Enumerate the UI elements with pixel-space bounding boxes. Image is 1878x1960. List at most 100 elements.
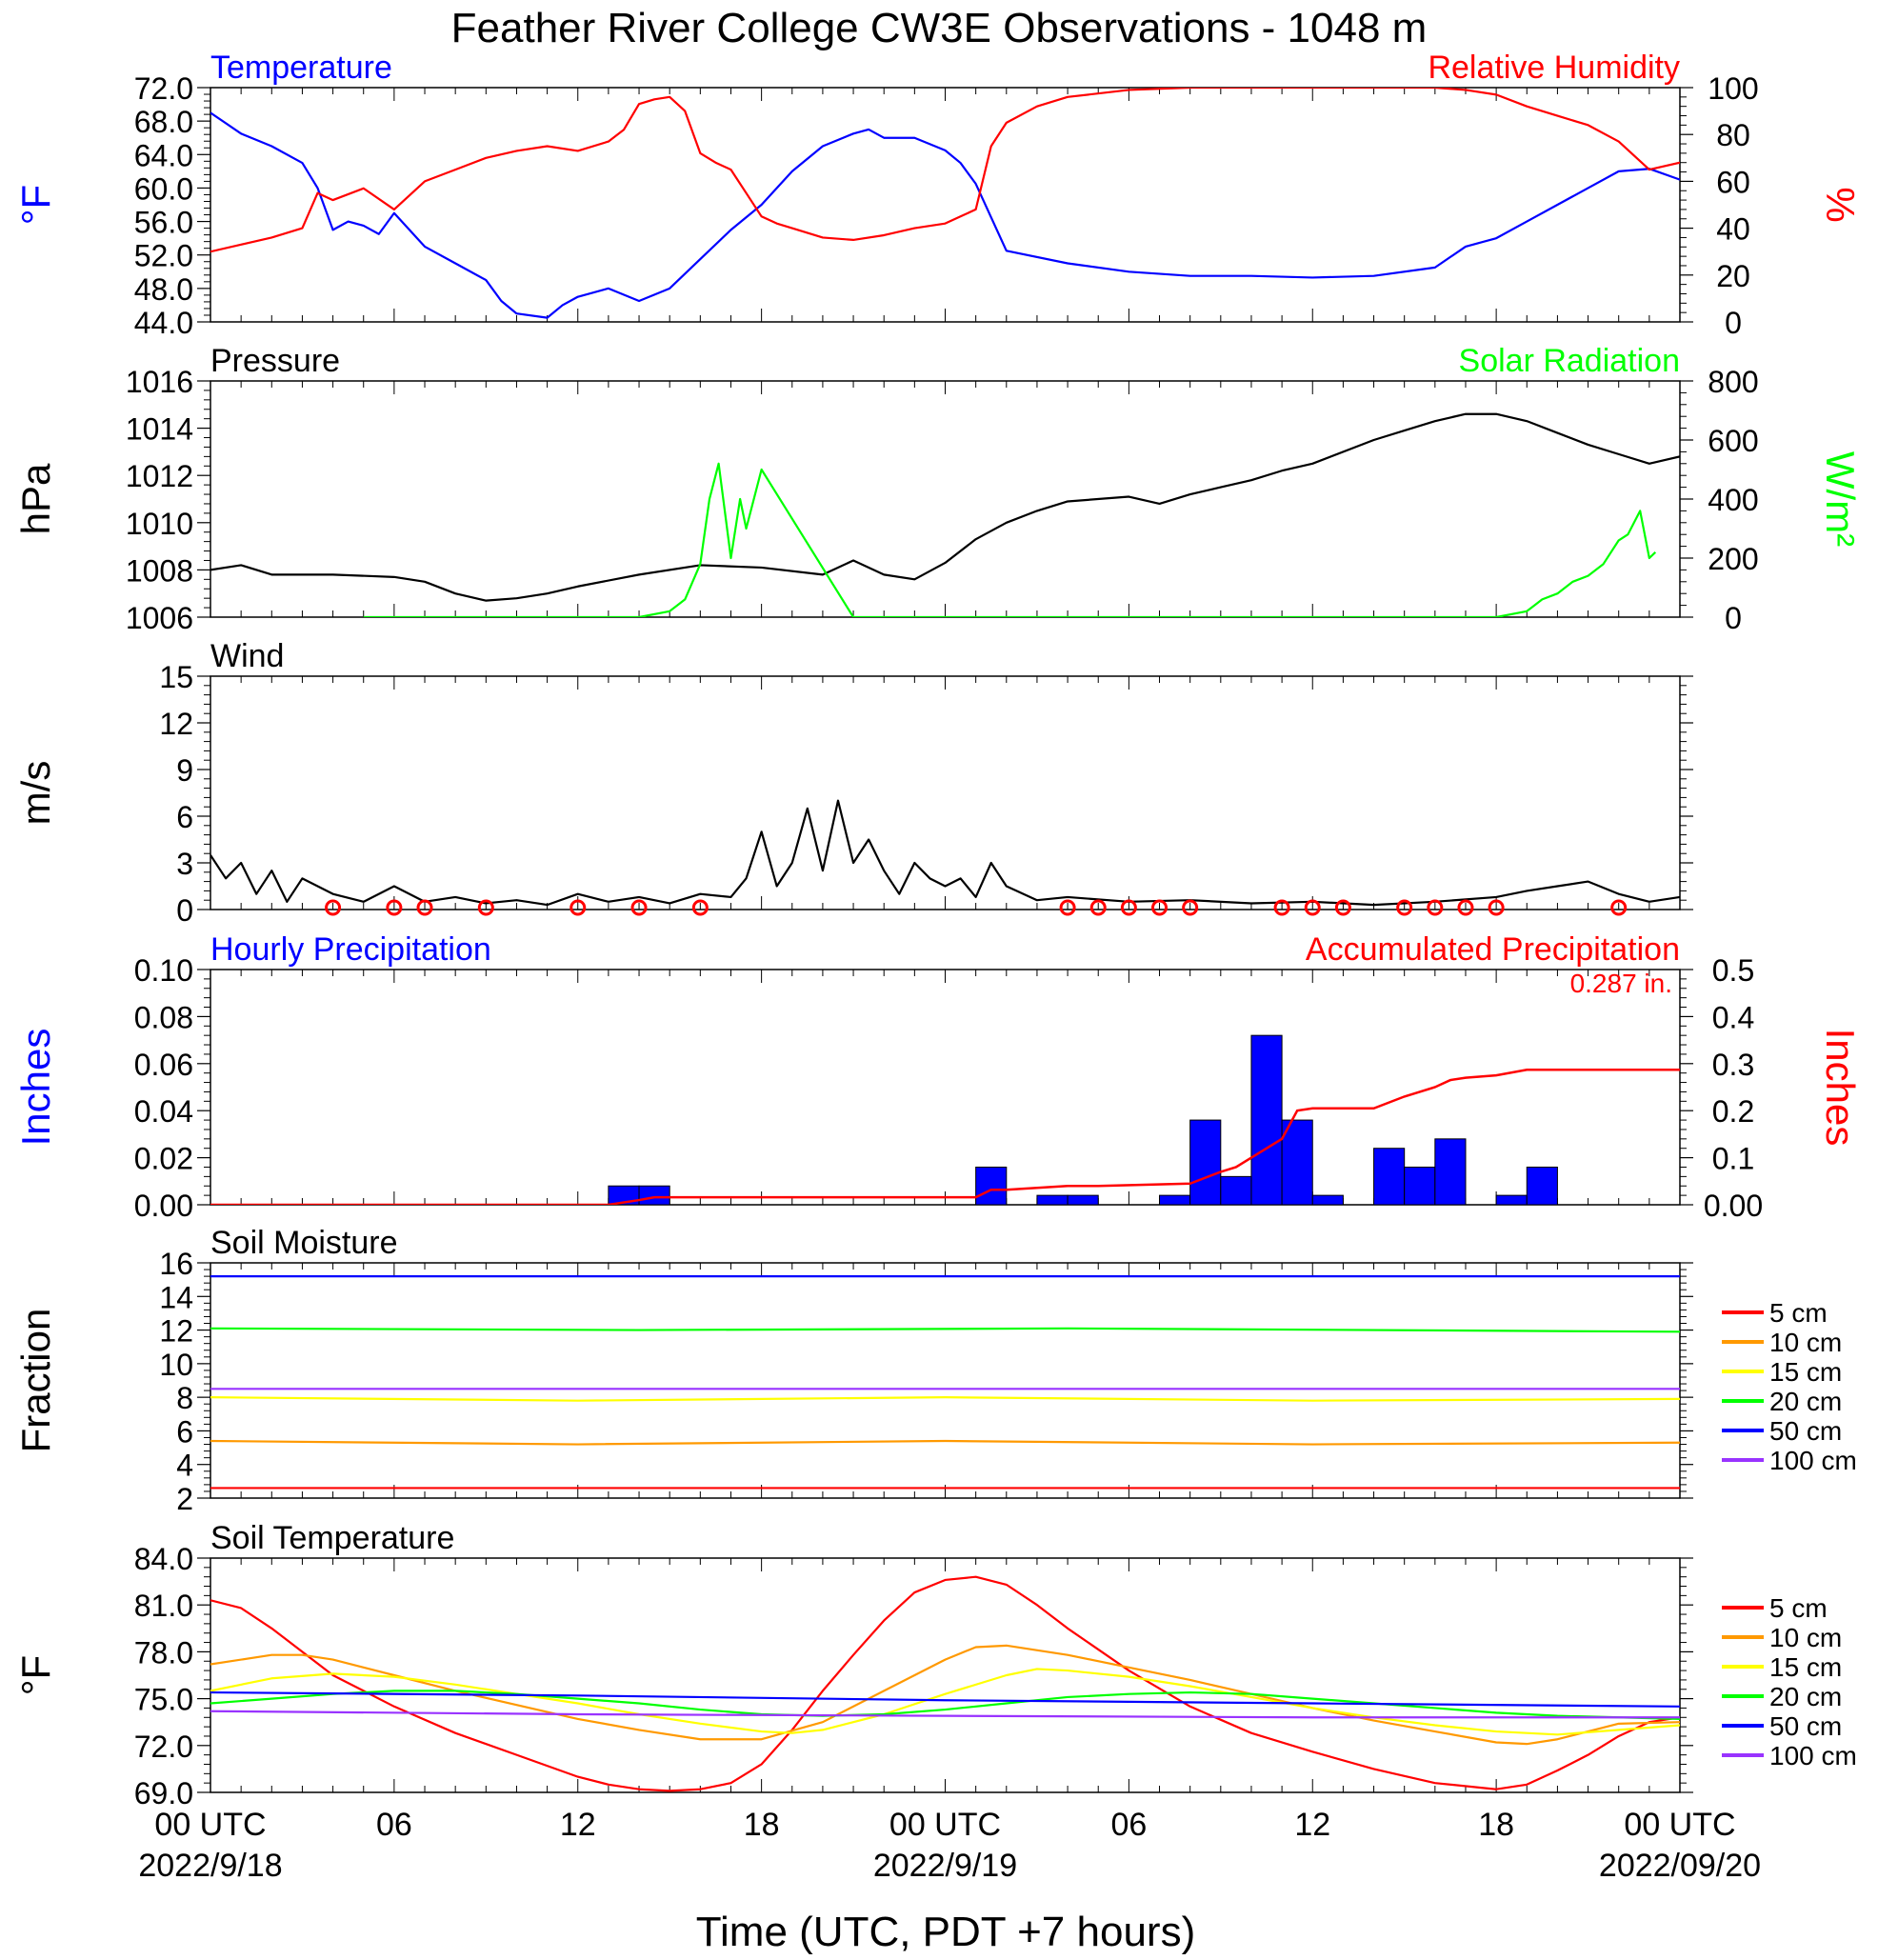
wind-ytick-label-left: 15: [159, 660, 193, 694]
temp_rh-ytick-label-left: 64.0: [134, 138, 193, 172]
temp_rh-ylabel-left: °F: [13, 185, 58, 225]
wind-calm-marker: [1182, 899, 1199, 916]
precip-bar: [975, 1166, 1008, 1205]
soil_moisture-data: [210, 1275, 1680, 1490]
soil_temp-series-10-cm: [210, 1644, 1680, 1746]
pressure_solar-ytick-label-right: 800: [1708, 365, 1758, 399]
x-tick-date: 2022/9/18: [138, 1848, 282, 1884]
pressure_solar-series-pressure: [210, 412, 1680, 602]
x-tick-label: 06: [376, 1807, 412, 1843]
wind-ylabel-left: m/s: [13, 761, 58, 826]
soil_temp-series-50-cm: [210, 1690, 1680, 1708]
wind-calm-marker: [416, 899, 433, 916]
soil_moisture-left-title: Soil Moisture: [210, 1225, 398, 1261]
soil_temp-ytick-label-left: 75.0: [134, 1683, 193, 1717]
wind-calm-marker: [1457, 899, 1474, 916]
panel-soil_temp: 84.0 81.0 78.0 75.0 72.0 69.0 Soil Temperature…: [13, 1520, 1857, 1810]
x-axis-label: Time (UTC, PDT +7 hours): [696, 1909, 1195, 1955]
soil_temp-legend-label: 50 cm: [1769, 1711, 1842, 1741]
accumulated-total-label: 0.287 in.: [1570, 969, 1672, 998]
soil_moisture-series-10-cm: [210, 1439, 1680, 1446]
soil_moisture-ytick-label-left: 14: [159, 1280, 193, 1314]
soil_moisture-ylabel-left: Fraction: [13, 1309, 58, 1453]
x-tick-label: 18: [1478, 1807, 1514, 1843]
pressure_solar-ytick-label-left: 1008: [126, 553, 193, 588]
wind-calm-marker: [1273, 899, 1290, 916]
temp_rh-ytick-label-left: 56.0: [134, 206, 193, 240]
soil_temp-ytick-label-left: 84.0: [134, 1542, 193, 1576]
precip-ytick-label-left: 0.08: [134, 1000, 193, 1034]
precip-bar: [1311, 1194, 1344, 1205]
wind-calm-marker: [1334, 899, 1351, 916]
pressure_solar-series-solar-radiation: [363, 462, 1657, 617]
wind-calm-marker: [691, 899, 709, 916]
wind-calm-marker: [1488, 899, 1505, 916]
soil_moisture-legend-label: 10 cm: [1769, 1328, 1842, 1357]
wind-left-title: Wind: [210, 638, 284, 674]
soil_moisture-series-15-cm: [210, 1396, 1680, 1402]
pressure_solar-ylabel-left: hPa: [13, 463, 58, 534]
pressure_solar-ytick-label-left: 1012: [126, 459, 193, 493]
pressure_solar-ytick-label-right: 400: [1708, 483, 1758, 517]
x-tick-label: 00 UTC: [154, 1807, 266, 1843]
panel-temp_rh: 72.068.064.060.056.052.048.044.0 100 80 60 4…: [13, 50, 1863, 340]
soil_temp-data: [210, 1575, 1680, 1792]
soil_temp-left-title: Soil Temperature: [210, 1520, 454, 1556]
pressure_solar-right-title: Solar Radiation: [1459, 343, 1680, 379]
soil_moisture-ytick-label-left: 8: [176, 1381, 193, 1415]
x-tick-label: 00 UTC: [1624, 1807, 1735, 1843]
wind-calm-marker: [1427, 899, 1444, 916]
pressure_solar-left-title: Pressure: [210, 343, 340, 379]
temp_rh-series-temperature: [210, 111, 1680, 319]
wind-calm-marker: [1396, 899, 1413, 916]
soil_temp-legend-label: 20 cm: [1769, 1682, 1842, 1711]
soil_temp-legend-label: 5 cm: [1769, 1593, 1828, 1623]
pressure_solar-ytick-label-right: 0: [1725, 601, 1742, 635]
soil_temp-ytick-label-left: 69.0: [134, 1776, 193, 1810]
precip-data: [210, 1034, 1680, 1205]
panel-wind: 15 12 9 6 3 0 Wind m/s: [13, 638, 1693, 928]
precip-ytick-label-left: 0.00: [134, 1189, 193, 1223]
precip-ytick-label-right: 0.2: [1712, 1094, 1754, 1129]
pressure_solar-ytick-label-left: 1016: [126, 365, 193, 399]
precip-ytick-label-right: 0.4: [1712, 1000, 1754, 1034]
wind-ytick-label-left: 6: [176, 800, 193, 834]
soil_temp-series-15-cm: [210, 1668, 1680, 1736]
soil_moisture-legend-label: 20 cm: [1769, 1387, 1842, 1416]
panel-precip: 0.10 0.08 0.06 0.04 0.02 0.00 0.5 0.4 0.3 0.2 0.1 0…: [13, 931, 1863, 1223]
precip-ytick-label-left: 0.02: [134, 1142, 193, 1176]
pressure_solar-ytick-label-right: 600: [1708, 424, 1758, 458]
temp_rh-ytick-label-right: 100: [1708, 71, 1758, 106]
precip-ytick-label-right: 0.00: [1704, 1189, 1763, 1223]
pressure_solar-data: [210, 412, 1680, 617]
wind-calm-marker: [1151, 899, 1169, 916]
panels: 72.068.064.060.056.052.048.044.010080604…: [13, 50, 1863, 1810]
precip-bar: [1526, 1166, 1558, 1205]
precip-left-title: Hourly Precipitation: [210, 931, 491, 968]
wind-ytick-label-left: 0: [176, 893, 193, 928]
temp_rh-ytick-label-right: 40: [1716, 212, 1750, 247]
precip-ylabel-right: Inches: [1818, 1029, 1863, 1147]
chart-title: Feather River College CW3E Observations …: [451, 5, 1428, 51]
precip-bar: [1159, 1194, 1191, 1205]
panel-pressure_solar: 1016 1014 1012 1010 1008 1006 800 600 400 200 0 Pre…: [13, 343, 1863, 635]
soil_moisture-ytick-label-left: 4: [176, 1449, 193, 1483]
pressure_solar-ylabel-right: W/m²: [1818, 451, 1863, 547]
soil_moisture-ytick-label-left: 16: [159, 1247, 193, 1281]
pressure_solar-ytick-label-left: 1006: [126, 601, 193, 635]
precip-bar: [1067, 1194, 1099, 1205]
soil_moisture-legend-label: 100 cm: [1769, 1446, 1857, 1475]
precip-bar: [638, 1185, 670, 1205]
wind-calm-marker: [325, 899, 342, 916]
temp_rh-ytick-label-right: 20: [1716, 259, 1750, 293]
precip-ytick-label-right: 0.5: [1712, 953, 1754, 988]
soil_temp-ytick-label-left: 81.0: [134, 1589, 193, 1623]
temp_rh-ytick-label-right: 0: [1725, 306, 1742, 340]
wind-ytick-label-left: 9: [176, 753, 193, 788]
temp_rh-right-title: Relative Humidity: [1428, 50, 1680, 86]
temp_rh-ytick-label-right: 60: [1716, 165, 1750, 199]
soil_temp-ylabel-left: °F: [13, 1655, 58, 1695]
soil_moisture-legend-label: 15 cm: [1769, 1357, 1842, 1387]
